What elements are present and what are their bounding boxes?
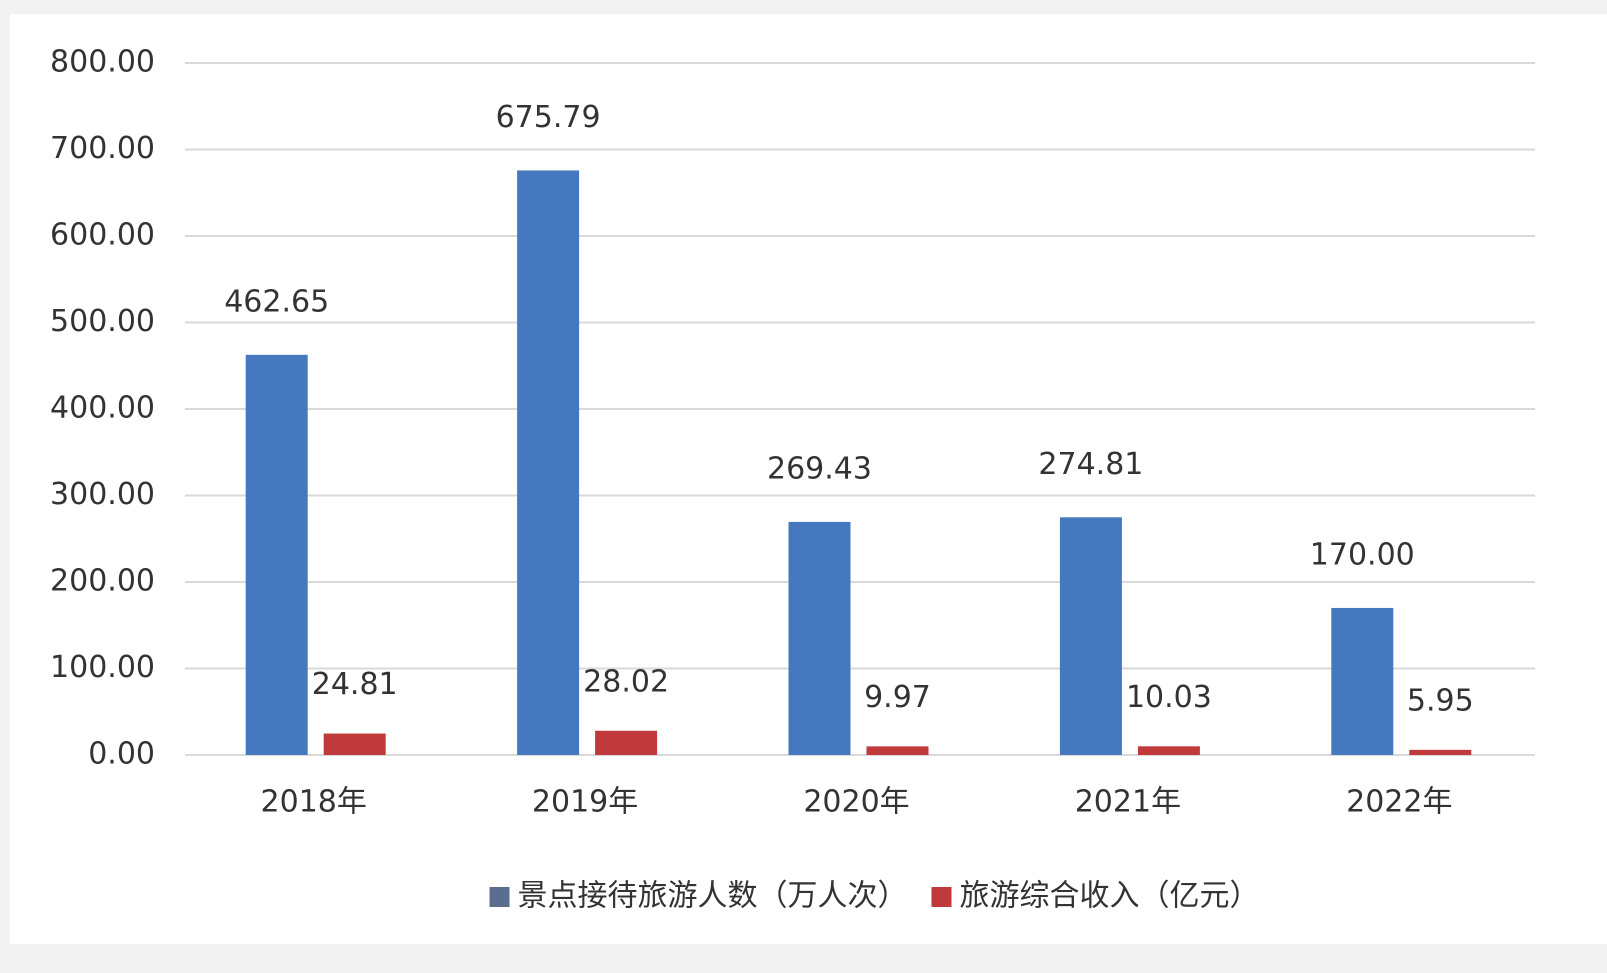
y-tick-label: 400.00 — [50, 391, 155, 426]
bar — [323, 733, 386, 755]
y-tick-label: 0.00 — [88, 737, 155, 772]
y-tick-label: 600.00 — [50, 218, 155, 253]
y-tick-label: 100.00 — [50, 650, 155, 685]
data-label: 24.81 — [312, 667, 398, 702]
data-label: 28.02 — [583, 664, 669, 699]
x-tick-label: 2021年 — [1075, 785, 1181, 820]
legend-label: 旅游综合收入（亿元） — [960, 879, 1260, 914]
bar — [245, 354, 308, 755]
data-label: 170.00 — [1310, 537, 1415, 572]
data-label: 274.81 — [1038, 447, 1143, 482]
bar — [788, 521, 851, 755]
bar — [1059, 517, 1122, 755]
data-label: 9.97 — [864, 680, 931, 715]
bar — [1409, 749, 1472, 755]
data-label: 675.79 — [496, 100, 601, 135]
x-tick-label: 2022年 — [1346, 785, 1452, 820]
data-label: 462.65 — [224, 284, 329, 319]
legend-label: 景点接待旅游人数（万人次） — [518, 879, 908, 914]
bar — [866, 746, 929, 755]
y-tick-label: 200.00 — [50, 564, 155, 599]
x-tick-label: 2018年 — [261, 785, 367, 820]
bar — [1331, 607, 1394, 755]
data-label: 5.95 — [1407, 683, 1474, 718]
legend-swatch — [489, 887, 510, 907]
data-label: 269.43 — [767, 451, 872, 486]
bar — [1137, 746, 1200, 755]
x-tick-label: 2019年 — [532, 785, 638, 820]
bar — [517, 170, 580, 755]
y-tick-label: 800.00 — [50, 45, 155, 80]
data-label: 10.03 — [1126, 680, 1212, 715]
y-tick-label: 700.00 — [50, 131, 155, 166]
y-tick-label: 300.00 — [50, 477, 155, 512]
x-tick-label: 2020年 — [803, 785, 909, 820]
bar — [595, 730, 658, 755]
legend-swatch — [931, 887, 952, 907]
y-tick-label: 500.00 — [50, 304, 155, 339]
